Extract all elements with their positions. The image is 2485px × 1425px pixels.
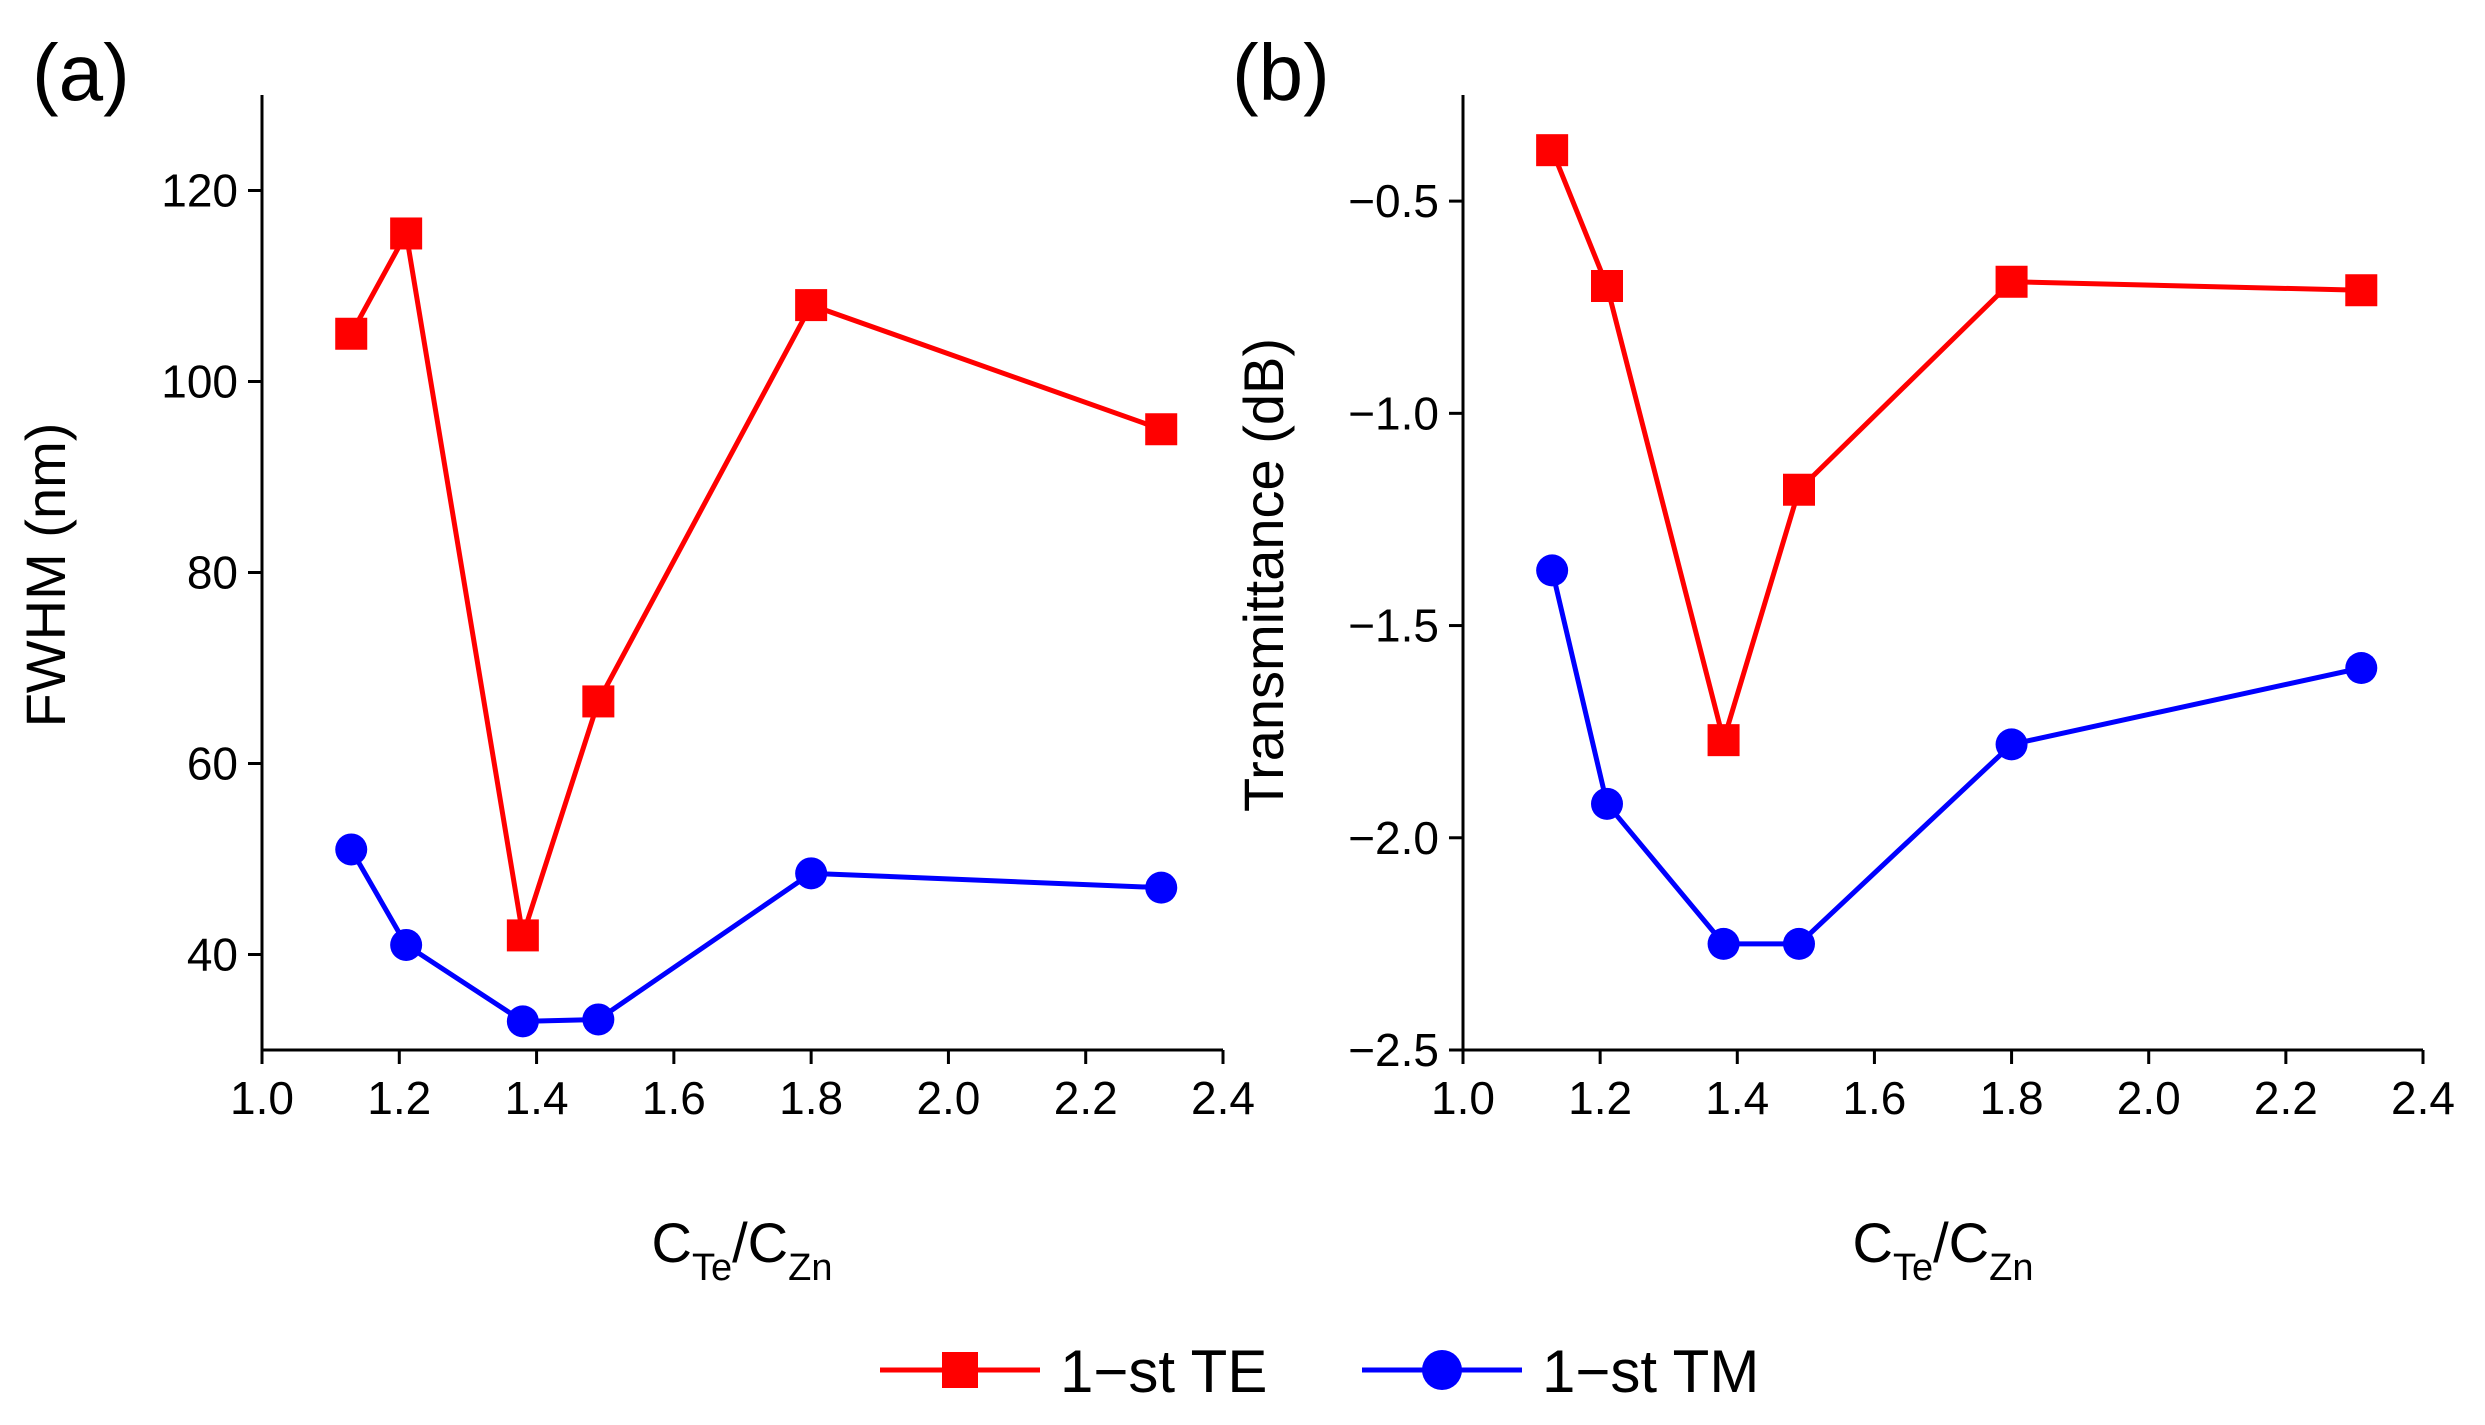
y-tick-label: −2.0 xyxy=(1348,812,1439,864)
series-te-point xyxy=(335,317,368,350)
x-tick-label: 1.0 xyxy=(230,1072,294,1124)
series-tm-point xyxy=(1707,927,1740,960)
y-tick-label: 120 xyxy=(161,165,238,217)
series-tm-point xyxy=(1591,787,1623,820)
x-tick-label: 1.4 xyxy=(505,1072,569,1124)
y-tick-label: −0.5 xyxy=(1348,175,1439,227)
series-te-point xyxy=(2345,274,2378,307)
x-tick-label: 2.4 xyxy=(2391,1072,2455,1124)
x-tick-label: 1.8 xyxy=(779,1072,843,1124)
series-tm-point xyxy=(1145,871,1178,904)
y-tick-label: −2.5 xyxy=(1348,1024,1439,1076)
series-tm-point xyxy=(1783,927,1815,960)
panel-b-x-axis-title: CTe/CZn xyxy=(1853,1211,2034,1289)
panel-a-x-axis-title: CTe/CZn xyxy=(652,1211,833,1289)
series-te-point xyxy=(1707,724,1740,757)
x-tick-label: 2.2 xyxy=(1054,1072,1118,1124)
x-tick-label: 2.4 xyxy=(1191,1072,1255,1124)
legend: 1−st TE 1−st TM xyxy=(880,1338,1759,1405)
panel-b-y-axis-title: Transmittance (dB) xyxy=(1232,338,1295,812)
x-tick-label: 1.8 xyxy=(1980,1072,2044,1124)
panel-a-chart: (a) 1.0 1.2 1.4 1.6 1.8 2.0 2.2 2.4 40 60 80 100 120… xyxy=(14,28,1255,1289)
x-tick-label: 1.6 xyxy=(642,1072,706,1124)
series-tm-point xyxy=(2345,652,2378,684)
series-tm-point xyxy=(390,928,423,961)
x-title-main: C xyxy=(652,1211,692,1274)
x-tick-label: 1.0 xyxy=(1431,1072,1495,1124)
legend-tm-circle-marker xyxy=(1422,1350,1462,1390)
x-tick-label: 2.0 xyxy=(2117,1072,2181,1124)
series-te-point xyxy=(795,289,828,322)
series-tm-line xyxy=(1549,569,2362,947)
panel-b-tag: (b) xyxy=(1232,28,1330,117)
legend-item-te: 1−st TE xyxy=(880,1338,1267,1405)
panel-a-tag: (a) xyxy=(32,28,130,117)
y-tick-label: 80 xyxy=(187,547,238,599)
y-tick-label: 40 xyxy=(187,929,238,981)
series-tm-point xyxy=(795,857,828,890)
series-te-line xyxy=(349,230,1163,938)
series-tm-point xyxy=(1995,728,2028,761)
y-tick-label: 100 xyxy=(161,356,238,408)
x-title-slash: /C xyxy=(1933,1211,1989,1274)
x-tick-label: 1.4 xyxy=(1705,1072,1769,1124)
series-tm-line xyxy=(349,848,1162,1024)
x-title-slash: /C xyxy=(732,1211,788,1274)
series-te-point xyxy=(1591,270,1623,302)
legend-tm-label: 1−st TM xyxy=(1542,1338,1759,1405)
x-title-sub-te: Te xyxy=(692,1247,732,1289)
x-tick-label: 2.2 xyxy=(2254,1072,2318,1124)
series-te-point xyxy=(1536,134,1569,167)
series-te-point xyxy=(506,919,539,952)
legend-te-square-marker xyxy=(942,1352,978,1388)
series-tm-point xyxy=(506,1005,539,1038)
x-tick-label: 1.2 xyxy=(367,1072,431,1124)
series-tm-point xyxy=(1536,554,1569,587)
series-tm-point xyxy=(582,1003,615,1036)
x-title-sub-te: Te xyxy=(1893,1247,1933,1289)
legend-te-label: 1−st TE xyxy=(1060,1338,1267,1405)
series-tm-point xyxy=(335,833,368,866)
y-tick-label: −1.0 xyxy=(1348,387,1439,439)
x-tick-label: 1.2 xyxy=(1568,1072,1632,1124)
series-te-point xyxy=(1995,265,2028,298)
panel-b-chart: (b) 1.0 1.2 1.4 1.6 1.8 2.0 2.2 2.4 −2.5 −2.0 −1.5… xyxy=(1232,28,2455,1289)
panel-a-axes xyxy=(260,95,1223,1052)
x-title-sub-zn: Zn xyxy=(1989,1247,2033,1289)
x-tick-label: 2.0 xyxy=(916,1072,980,1124)
x-title-main: C xyxy=(1853,1211,1893,1274)
series-te-point xyxy=(582,685,615,718)
series-te-line xyxy=(1549,149,2362,743)
series-te-point xyxy=(1145,413,1178,446)
panel-b-axes xyxy=(1461,95,2423,1052)
y-tick-label: 60 xyxy=(187,738,238,790)
y-tick-label: −1.5 xyxy=(1348,600,1439,652)
series-te-point xyxy=(1783,473,1815,506)
series-te-point xyxy=(390,217,423,250)
panel-a-y-axis-title: FWHM (nm) xyxy=(14,423,77,728)
x-title-sub-zn: Zn xyxy=(788,1247,832,1289)
legend-item-tm: 1−st TM xyxy=(1362,1338,1759,1405)
x-tick-label: 1.6 xyxy=(1842,1072,1906,1124)
